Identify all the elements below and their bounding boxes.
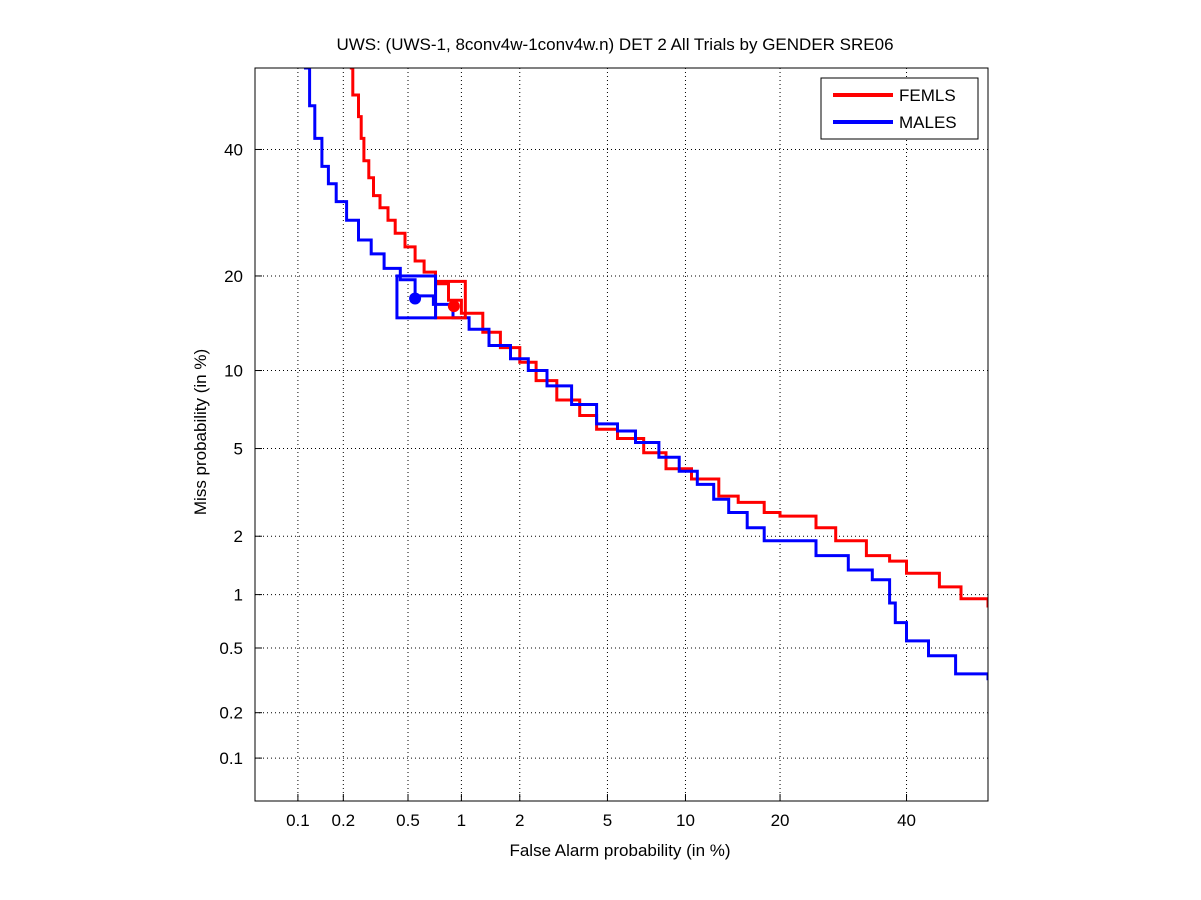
axis-ticks: 0.1 0.2 0.5 1 2 5 10 20 40 0.1 0.2 0.5 1 2 5 10 20 40 [219, 140, 916, 830]
operating-point-males [409, 292, 422, 305]
y-tick-label: 0.1 [219, 749, 243, 768]
y-tick-label: 10 [224, 362, 243, 381]
x-tick-label: 1 [457, 811, 466, 830]
x-tick-label: 2 [515, 811, 524, 830]
series-lines [304, 68, 988, 681]
series-line-femls [349, 68, 988, 608]
y-tick-label: 20 [224, 267, 243, 286]
legend-label-males: MALES [899, 113, 957, 132]
chart-title: UWS: (UWS-1, 8conv4w-1conv4w.n) DET 2 Al… [336, 35, 893, 54]
x-tick-label: 0.2 [331, 811, 355, 830]
operating-point-markers [395, 274, 467, 320]
x-tick-label: 20 [771, 811, 790, 830]
y-tick-label: 0.2 [219, 704, 243, 723]
x-tick-label: 5 [603, 811, 612, 830]
plot-frame [254, 67, 989, 802]
y-tick-label: 0.5 [219, 639, 243, 658]
x-tick-label: 40 [897, 811, 916, 830]
x-axis-label: False Alarm probability (in %) [509, 841, 730, 860]
grid-lines [255, 68, 988, 801]
confidence-box-males [395, 274, 438, 320]
y-tick-label: 40 [224, 140, 243, 159]
x-tick-label: 0.5 [396, 811, 420, 830]
y-tick-label: 2 [234, 527, 243, 546]
legend-box [820, 77, 979, 140]
x-tick-label: 0.1 [286, 811, 310, 830]
y-tick-label: 5 [234, 440, 243, 459]
x-tick-label: 10 [676, 811, 695, 830]
operating-point-femls [447, 300, 460, 313]
y-tick-label: 1 [234, 586, 243, 605]
legend-label-femls: FEMLS [899, 86, 956, 105]
y-axis-label: Miss probability (in %) [191, 349, 210, 515]
legend: FEMLS MALES [820, 77, 979, 140]
series-line-males [304, 68, 988, 681]
